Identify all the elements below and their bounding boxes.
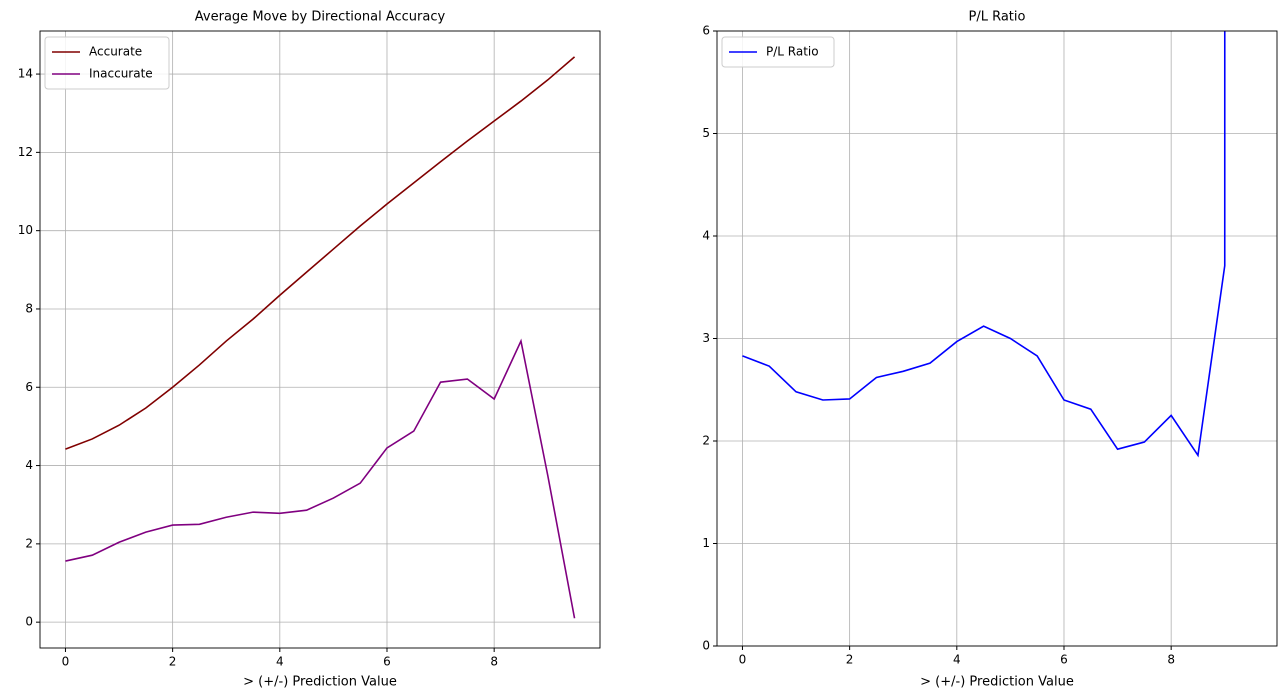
- subplot: Average Move by Directional Accuracy > (+…: [18, 10, 601, 690]
- legend: Accurate Inaccurate: [44, 36, 170, 90]
- y-tick-label: 5: [702, 126, 710, 140]
- x-axis-label: > (+/-) Prediction Value: [243, 675, 397, 690]
- legend-label: Inaccurate: [89, 67, 153, 81]
- y-tick-label: 10: [18, 223, 33, 237]
- data-line: [742, 31, 1226, 458]
- y-tick-label: 14: [18, 67, 33, 81]
- x-tick-label: 2: [846, 653, 854, 667]
- y-tick-label: 4: [25, 458, 33, 472]
- x-tick-label: 4: [276, 655, 284, 669]
- y-tick-label: 8: [25, 301, 33, 315]
- legend: P/L Ratio: [721, 36, 835, 68]
- x-tick-label: 8: [490, 655, 498, 669]
- x-axis-label: > (+/-) Prediction Value: [920, 675, 1074, 690]
- y-tick-label: 6: [702, 24, 710, 38]
- x-tick-label: 6: [1060, 653, 1068, 667]
- x-tick-label: 0: [62, 655, 70, 669]
- axes-frame: [39, 30, 601, 649]
- y-tick-label: 12: [18, 145, 33, 159]
- y-tick-label: 4: [702, 229, 710, 243]
- y-tick-label: 0: [25, 615, 33, 629]
- x-tick-label: 2: [169, 655, 177, 669]
- subplot-title: Average Move by Directional Accuracy: [195, 10, 446, 25]
- subplot-title: P/L Ratio: [969, 10, 1026, 25]
- legend-label: P/L Ratio: [766, 45, 819, 59]
- y-tick-label: 3: [702, 331, 710, 345]
- y-tick-label: 2: [25, 536, 33, 550]
- subplot: P/L Ratio > (+/-) Prediction Value 0 2 4 6 8 0 1…: [702, 10, 1278, 690]
- x-tick-label: 4: [953, 653, 961, 667]
- y-tick-label: 6: [25, 380, 33, 394]
- axes-frame: [716, 30, 1278, 647]
- legend-box: [44, 36, 170, 90]
- x-tick-label: 8: [1167, 653, 1175, 667]
- y-tick-label: 1: [702, 536, 710, 550]
- y-tick-label: 2: [702, 434, 710, 448]
- x-tick-label: 6: [383, 655, 391, 669]
- legend-box: [721, 36, 835, 68]
- x-tick-label: 0: [739, 653, 747, 667]
- data-line: [65, 338, 576, 619]
- legend-label: Accurate: [89, 45, 142, 59]
- data-line: [65, 56, 576, 450]
- y-tick-label: 0: [702, 639, 710, 653]
